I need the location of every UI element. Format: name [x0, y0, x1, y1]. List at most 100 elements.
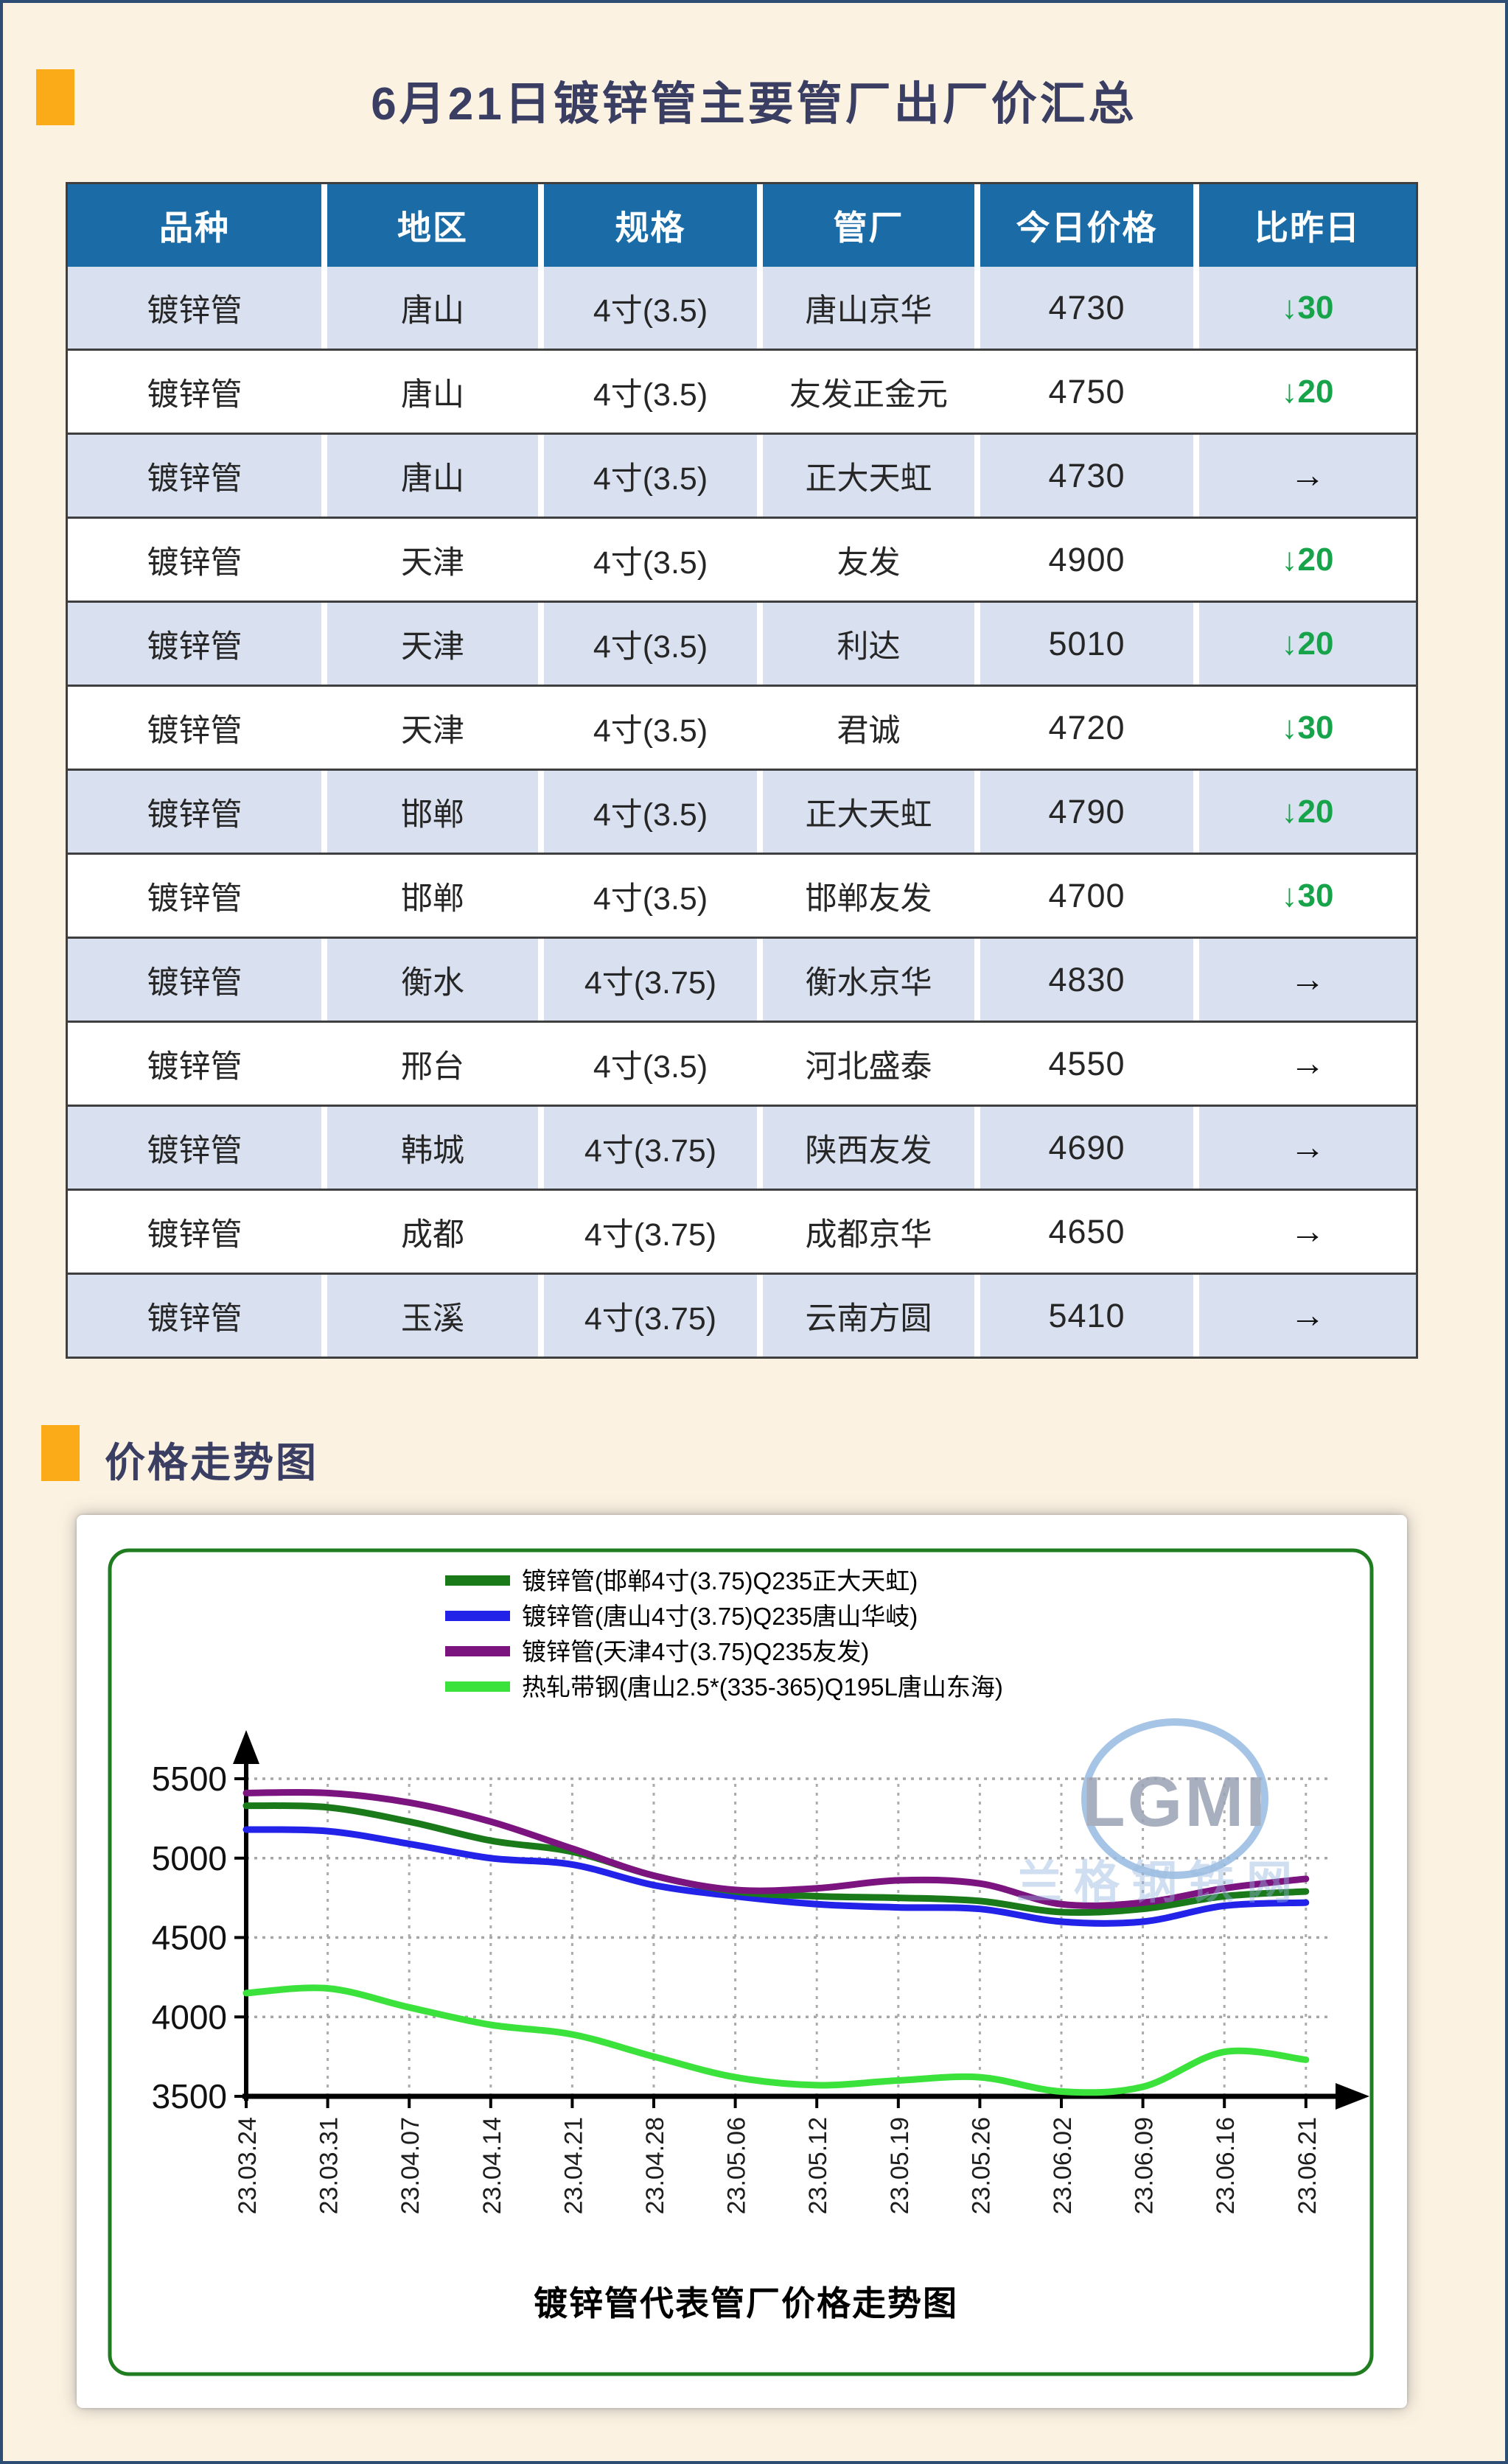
x-tick-label: 23.06.02: [1049, 2117, 1077, 2214]
y-tick-label: 5000: [152, 1839, 227, 1877]
table-row: 镀锌管 天津 4寸(3.5) 君诚 4720 ↓30: [68, 685, 1416, 769]
table-cell: 正大天虹: [763, 435, 974, 517]
table-cell: 4寸(3.75): [544, 939, 757, 1021]
table-cell: 唐山: [327, 351, 538, 433]
page-title: 6月21日镀锌管主要管厂出厂价汇总: [371, 79, 1137, 130]
x-axis-arrow-icon: [1336, 2083, 1369, 2110]
table-row: 镀锌管 天津 4寸(3.5) 友发 4900 ↓20: [68, 517, 1416, 601]
table-cell: 4寸(3.5): [544, 435, 757, 517]
table-cell: 天津: [327, 519, 538, 601]
table-cell: 4寸(3.5): [544, 603, 757, 685]
table-cell: 4690: [980, 1107, 1193, 1189]
table-row: 镀锌管 邢台 4寸(3.5) 河北盛泰 4550 →: [68, 1021, 1416, 1105]
change-indicator: ↓20: [1199, 603, 1416, 685]
table-cell: 4700: [980, 855, 1193, 937]
table-cell: 镀锌管: [68, 771, 321, 853]
y-tick-label: 4500: [152, 1919, 227, 1957]
legend-swatch: [445, 1611, 510, 1621]
x-tick-label: 23.04.07: [397, 2117, 425, 2214]
table-cell: 成都: [327, 1191, 538, 1273]
table-cell: 友发正金元: [763, 351, 974, 433]
table-cell: 成都京华: [763, 1191, 974, 1273]
chinese-watermark-text: 兰格钢铁网: [1016, 1858, 1304, 1908]
x-tick-label: 23.03.24: [234, 2117, 262, 2214]
chart-frame: [108, 1548, 1374, 2376]
change-indicator: →: [1199, 1275, 1416, 1357]
chart-title: 镀锌管代表管厂价格走势图: [534, 2284, 958, 2323]
table-cell: 云南方圆: [763, 1275, 974, 1357]
table-row: 镀锌管 唐山 4寸(3.5) 友发正金元 4750 ↓20: [68, 349, 1416, 433]
table-cell: 邯郸友发: [763, 855, 974, 937]
x-tick-label: 23.05.06: [723, 2117, 751, 2214]
table-cell: 衡水京华: [763, 939, 974, 1021]
table-cell: 镀锌管: [68, 687, 321, 769]
table-cell: 友发: [763, 519, 974, 601]
table-cell: 天津: [327, 687, 538, 769]
x-tick-label: 23.04.28: [641, 2117, 669, 2214]
table-cell: 陕西友发: [763, 1107, 974, 1189]
x-tick-label: 23.05.26: [967, 2117, 995, 2214]
table-header-row: 品种 地区 规格 管厂 今日价格 比昨日: [68, 184, 1416, 267]
price-trend-chart: 3500 4000 4500 5000 5500 23.03.24 23.03.31 23.0…: [108, 1548, 1374, 2376]
table-cell: 镀锌管: [68, 351, 321, 433]
x-tick-label: 23.05.19: [886, 2117, 914, 2214]
table-cell: 韩城: [327, 1107, 538, 1189]
table-row: 镀锌管 韩城 4寸(3.75) 陕西友发 4690 →: [68, 1105, 1416, 1189]
col-header-change: 比昨日: [1199, 184, 1416, 267]
x-tick-label: 23.03.31: [315, 2117, 343, 2214]
x-tick-label: 23.04.14: [478, 2117, 506, 2214]
table-cell: 4寸(3.5): [544, 855, 757, 937]
table-cell: 镀锌管: [68, 1107, 321, 1189]
change-indicator: →: [1199, 1023, 1416, 1105]
table-cell: 5410: [980, 1275, 1193, 1357]
table-cell: 4寸(3.5): [544, 687, 757, 769]
table-cell: 镀锌管: [68, 939, 321, 1021]
table-cell: 镀锌管: [68, 603, 321, 685]
table-row: 镀锌管 唐山 4寸(3.5) 唐山京华 4730 ↓30: [68, 267, 1416, 349]
title-marker-square: [36, 69, 74, 125]
table-cell: 镀锌管: [68, 1275, 321, 1357]
table-cell: 4720: [980, 687, 1193, 769]
table-cell: 4730: [980, 267, 1193, 349]
table-cell: 4寸(3.5): [544, 267, 757, 349]
table-cell: 君诚: [763, 687, 974, 769]
table-row: 镀锌管 唐山 4寸(3.5) 正大天虹 4730 →: [68, 433, 1416, 517]
table-cell: 镀锌管: [68, 1191, 321, 1273]
lgmi-watermark: LGMI 兰格钢铁网: [1016, 1718, 1304, 1908]
table-cell: 4550: [980, 1023, 1193, 1105]
series-line: [242, 1802, 1310, 1917]
y-tick-label: 4000: [152, 1998, 227, 2036]
change-indicator: →: [1199, 1107, 1416, 1189]
change-indicator: ↓20: [1199, 351, 1416, 433]
x-tick-label: 23.06.16: [1212, 2117, 1240, 2214]
table-cell: 邢台: [327, 1023, 538, 1105]
legend-swatch: [445, 1575, 510, 1586]
section-title: 价格走势图: [105, 1440, 319, 1485]
col-header-price: 今日价格: [980, 184, 1193, 267]
legend-label: 镀锌管(唐山4寸(3.75)Q235唐山华岐): [522, 1603, 918, 1630]
legend-swatch: [445, 1681, 510, 1692]
y-tick-label: 3500: [152, 2077, 227, 2115]
table-row: 镀锌管 衡水 4寸(3.75) 衡水京华 4830 →: [68, 937, 1416, 1021]
change-indicator: ↓30: [1199, 687, 1416, 769]
table-cell: 5010: [980, 603, 1193, 685]
table-cell: 4寸(3.5): [544, 1023, 757, 1105]
table-cell: 4寸(3.75): [544, 1275, 757, 1357]
legend-swatch: [445, 1646, 510, 1656]
table-cell: 4830: [980, 939, 1193, 1021]
chart-legend: 镀锌管(邯郸4寸(3.75)Q235正大天虹) 镀锌管(唐山4寸(3.75)Q23…: [445, 1567, 1003, 1701]
table-cell: 4650: [980, 1191, 1193, 1273]
change-indicator: ↓30: [1199, 855, 1416, 937]
table-cell: 镀锌管: [68, 855, 321, 937]
table-row: 镀锌管 邯郸 4寸(3.5) 正大天虹 4790 ↓20: [68, 769, 1416, 853]
table-cell: 镀锌管: [68, 267, 321, 349]
table-cell: 4750: [980, 351, 1193, 433]
table-cell: 邯郸: [327, 771, 538, 853]
price-table-body: 镀锌管 唐山 4寸(3.5) 唐山京华 4730 ↓30 镀锌管 唐山 4寸(3.5) 友发正金元…: [68, 267, 1416, 1357]
table-cell: 4790: [980, 771, 1193, 853]
legend-label: 热轧带钢(唐山2.5*(335-365)Q195L唐山东海): [522, 1673, 1003, 1701]
change-indicator: →: [1199, 435, 1416, 517]
table-row: 镀锌管 成都 4寸(3.75) 成都京华 4650 →: [68, 1189, 1416, 1273]
table-cell: 河北盛泰: [763, 1023, 974, 1105]
